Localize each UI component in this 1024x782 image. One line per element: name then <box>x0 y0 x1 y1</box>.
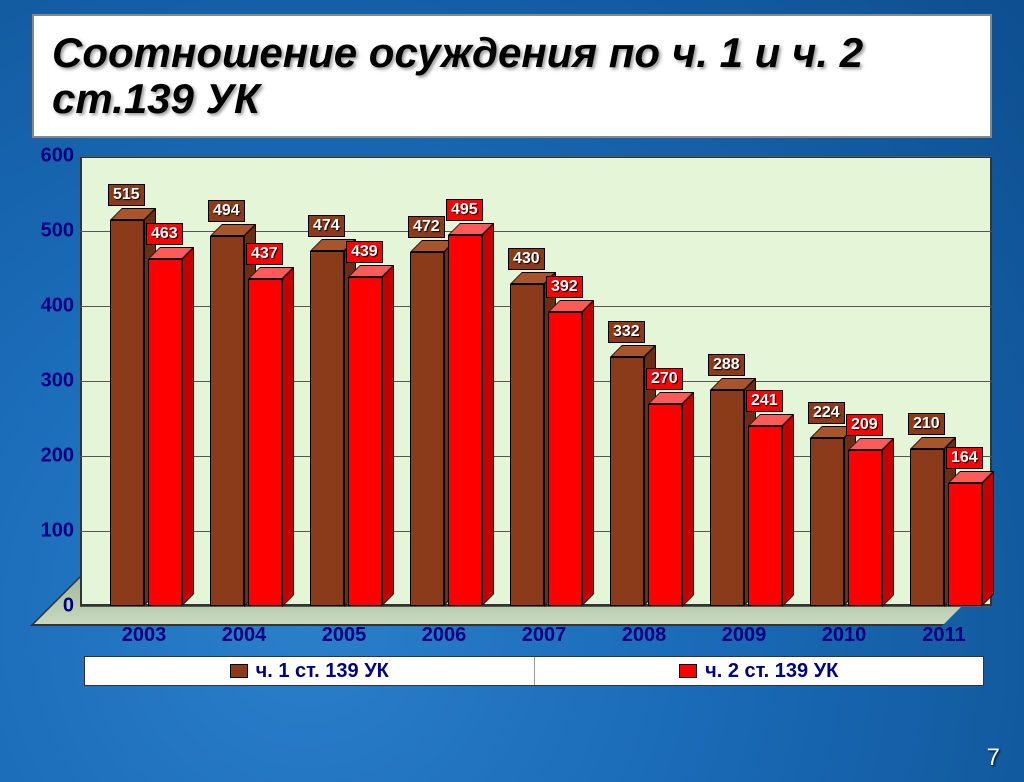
legend-swatch <box>230 664 248 678</box>
chart-container: 0 100 200 300 400 500 600 515463 494437 474439 47… <box>22 146 1002 686</box>
legend-label: ч. 1 ст. 139 УК <box>256 660 389 683</box>
bar-value-label: 515 <box>108 184 145 206</box>
bar-value-label: 164 <box>946 447 983 469</box>
bar <box>148 259 194 606</box>
x-tick-label: 2004 <box>222 624 267 647</box>
legend-item: ч. 2 ст. 139 УК <box>535 657 984 685</box>
bar <box>648 404 694 607</box>
x-tick-label: 2010 <box>822 624 867 647</box>
chart-legend: ч. 1 ст. 139 УК ч. 2 ст. 139 УК <box>84 656 984 686</box>
legend-swatch <box>679 664 697 678</box>
legend-item: ч. 1 ст. 139 УК <box>85 657 535 685</box>
bar-value-label: 288 <box>708 354 745 376</box>
legend-label: ч. 2 ст. 139 УК <box>705 660 838 683</box>
bar <box>948 483 994 606</box>
chart-bars: 5154634944374744394724954303923322702882… <box>80 156 992 606</box>
bar <box>448 235 494 606</box>
y-tick-label: 500 <box>41 220 74 243</box>
bar-value-label: 474 <box>308 215 345 237</box>
bar-value-label: 224 <box>808 402 845 424</box>
bar <box>248 279 294 607</box>
bar-value-label: 430 <box>508 248 545 270</box>
chart-y-axis: 0100200300400500600 <box>22 156 78 606</box>
grid-line <box>80 606 992 607</box>
bar-value-label: 270 <box>646 368 683 390</box>
y-tick-label: 400 <box>41 295 74 318</box>
y-tick-label: 0 <box>63 595 74 618</box>
bar-value-label: 332 <box>608 321 645 343</box>
y-tick-label: 300 <box>41 370 74 393</box>
bar-value-label: 241 <box>746 390 783 412</box>
bar <box>748 426 794 607</box>
x-tick-label: 2011 <box>922 624 965 647</box>
x-tick-label: 2007 <box>522 624 567 647</box>
bar <box>848 450 894 607</box>
y-tick-label: 200 <box>41 445 74 468</box>
x-tick-label: 2009 <box>722 624 767 647</box>
bar <box>348 277 394 606</box>
bar-value-label: 463 <box>146 223 183 245</box>
chart-x-labels: 2003 2004 2005 2006 2007 2008 2009 2010 2011 <box>80 624 992 652</box>
x-tick-label: 2008 <box>622 624 667 647</box>
bar-value-label: 495 <box>446 199 483 221</box>
bar-value-label: 209 <box>846 414 883 436</box>
bar-value-label: 437 <box>246 243 283 265</box>
y-tick-label: 600 <box>41 145 74 168</box>
slide-title-box: Соотношение осуждения по ч. 1 и ч. 2 ст.… <box>32 14 992 138</box>
slide-title: Соотношение осуждения по ч. 1 и ч. 2 ст.… <box>52 30 972 122</box>
bar <box>548 312 594 606</box>
bar-value-label: 472 <box>408 216 445 238</box>
x-tick-label: 2006 <box>422 624 467 647</box>
bar-value-label: 392 <box>546 276 583 298</box>
y-tick-label: 100 <box>41 520 74 543</box>
x-tick-label: 2005 <box>322 624 367 647</box>
bar-value-label: 494 <box>208 200 245 222</box>
bar-value-label: 210 <box>908 413 945 435</box>
x-tick-label: 2003 <box>122 624 167 647</box>
bar-value-label: 439 <box>346 241 383 263</box>
